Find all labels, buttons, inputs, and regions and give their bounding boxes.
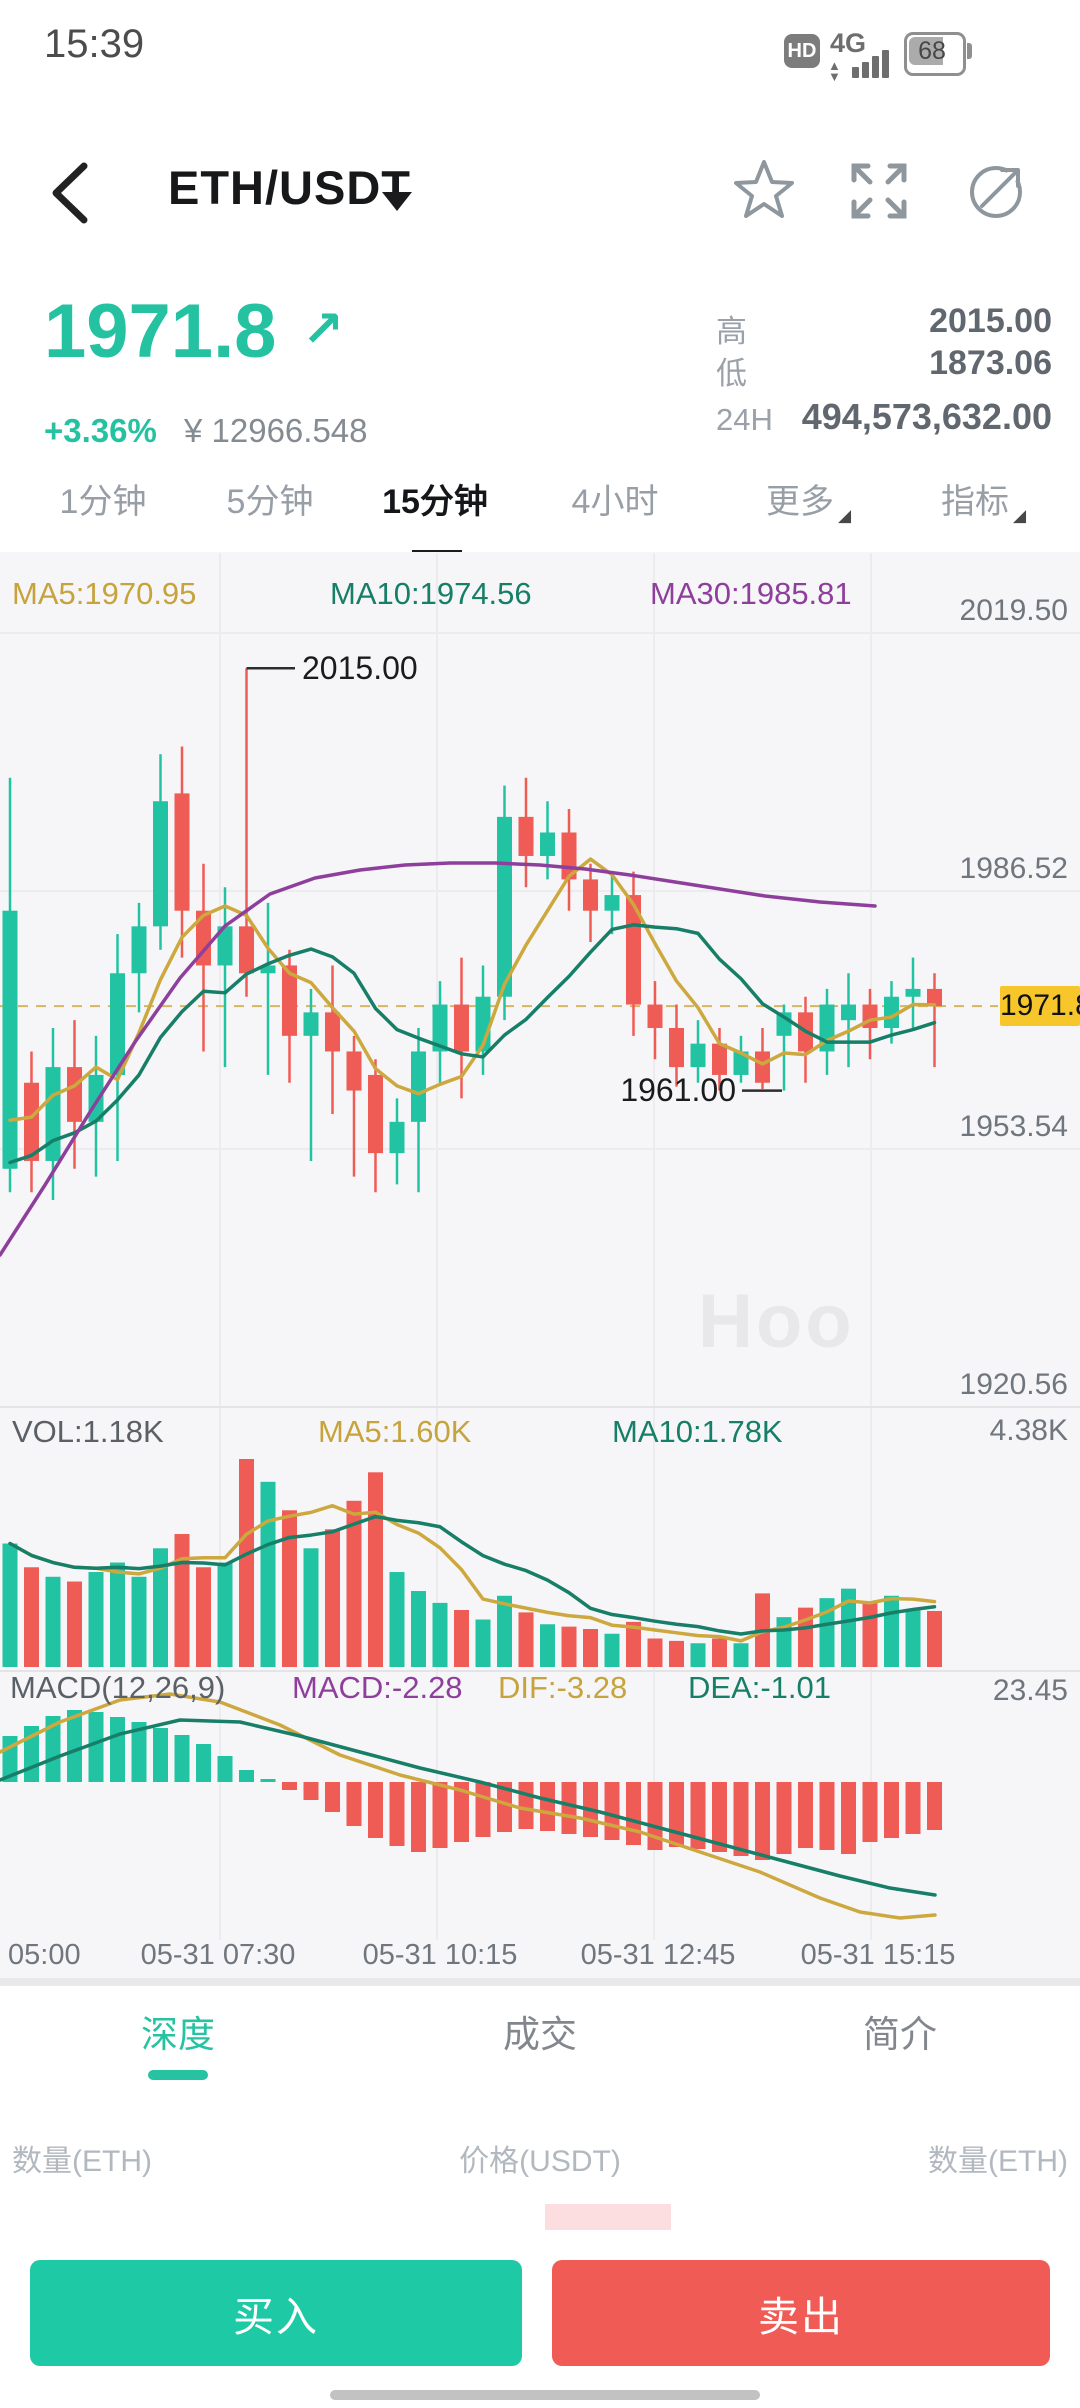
orderbook-amount-left-header: 数量(ETH) [12, 2145, 152, 2178]
price-change-percent: +3.36% [44, 412, 157, 449]
low-value: 1873.06 [929, 344, 1052, 382]
tab-1min[interactable]: 1分钟 [59, 483, 147, 521]
network-type-icon: 4G [830, 28, 867, 58]
hd-icon: HD [784, 34, 820, 68]
network-updown-icon: ▲ ▼ [828, 58, 841, 84]
pair-dropdown-icon[interactable] [382, 192, 412, 211]
tab-depth[interactable]: 深度 [141, 2014, 215, 2055]
sell-button[interactable]: 卖出 [552, 2260, 1050, 2366]
x-tick-2: 05-31 07:30 [140, 1939, 296, 1971]
macd-axis-max: 23.45 [992, 1674, 1068, 1707]
depth-tab-underline [148, 2070, 208, 2080]
buy-button[interactable]: 买入 [30, 2260, 522, 2366]
x-tick-4: 05-31 12:45 [580, 1939, 736, 1971]
macd-value: MACD:-2.28 [292, 1670, 463, 1705]
x-tick-3: 05-31 10:15 [362, 1939, 518, 1971]
depth-loading-placeholder [545, 2204, 671, 2230]
orderbook-amount-right-header: 数量(ETH) [928, 2145, 1068, 2178]
x-tick-5: 05-31 15:15 [800, 1939, 956, 1971]
ma30-label: MA30:1985.81 [650, 576, 852, 611]
price-up-arrow-icon: ↗ [302, 301, 344, 357]
tab-trades[interactable]: 成交 [503, 2014, 577, 2055]
high-label: 高 [716, 314, 747, 349]
vol-ma10-label: MA10:1.78K [612, 1414, 783, 1449]
last-price: 1971.8 [44, 289, 277, 374]
ma5-label: MA5:1970.95 [12, 576, 197, 611]
low-label: 低 [716, 356, 747, 391]
watermark: Hoo [698, 1279, 855, 1364]
back-icon[interactable] [44, 158, 100, 228]
low-annotation: 1961.00 [620, 1072, 736, 1108]
fullscreen-icon[interactable] [848, 160, 910, 222]
vol-ma5-label: MA5:1.60K [318, 1414, 472, 1449]
signal-bars-icon [852, 44, 896, 78]
price-tick-1: 2019.50 [959, 594, 1068, 627]
tab-5min[interactable]: 5分钟 [226, 483, 314, 521]
price-tick-2: 1986.52 [959, 852, 1068, 885]
tab-info[interactable]: 简介 [863, 2014, 937, 2055]
battery-percent: 68 [918, 37, 946, 65]
more-caret-icon[interactable]: ◢ [838, 506, 852, 525]
tab-15min[interactable]: 15分钟 [382, 483, 488, 521]
home-indicator[interactable] [330, 2390, 760, 2400]
volume-axis-max: 4.38K [989, 1414, 1068, 1447]
section-divider [0, 1978, 1080, 1986]
x-tick-1: 05:00 [8, 1939, 81, 1971]
macd-title: MACD(12,26,9) [10, 1670, 226, 1705]
volume-24h-value: 494,573,632.00 [801, 396, 1052, 437]
pair-selector[interactable]: ETH/USDT [168, 161, 411, 214]
fiat-value: ¥ 12966.548 [184, 412, 368, 449]
battery-icon: 68 [904, 32, 972, 76]
tab-4hour[interactable]: 4小时 [571, 483, 659, 521]
share-icon[interactable] [966, 158, 1030, 224]
battery-fill [909, 37, 943, 65]
tab-indicators[interactable]: 指标 [941, 483, 1009, 521]
high-value: 2015.00 [929, 302, 1052, 340]
vol-value-label: VOL:1.18K [12, 1414, 164, 1449]
ma10-label: MA10:1974.56 [330, 576, 532, 611]
volume-24h-label: 24H [716, 402, 773, 437]
favorite-star-icon[interactable] [732, 156, 796, 226]
tab-more[interactable]: 更多 [766, 483, 834, 521]
dif-value: DIF:-3.28 [498, 1670, 628, 1705]
high-annotation: 2015.00 [302, 650, 418, 686]
dea-value: DEA:-1.01 [688, 1670, 832, 1705]
orderbook-price-header: 价格(USDT) [459, 2145, 621, 2178]
status-time: 15:39 [44, 22, 145, 66]
price-tick-4: 1920.56 [959, 1368, 1068, 1401]
last-price-tag: 1971.80 [1000, 986, 1080, 1026]
battery-nub [967, 43, 972, 59]
indicators-caret-icon[interactable]: ◢ [1013, 506, 1027, 525]
price-tick-3: 1953.54 [959, 1110, 1068, 1143]
